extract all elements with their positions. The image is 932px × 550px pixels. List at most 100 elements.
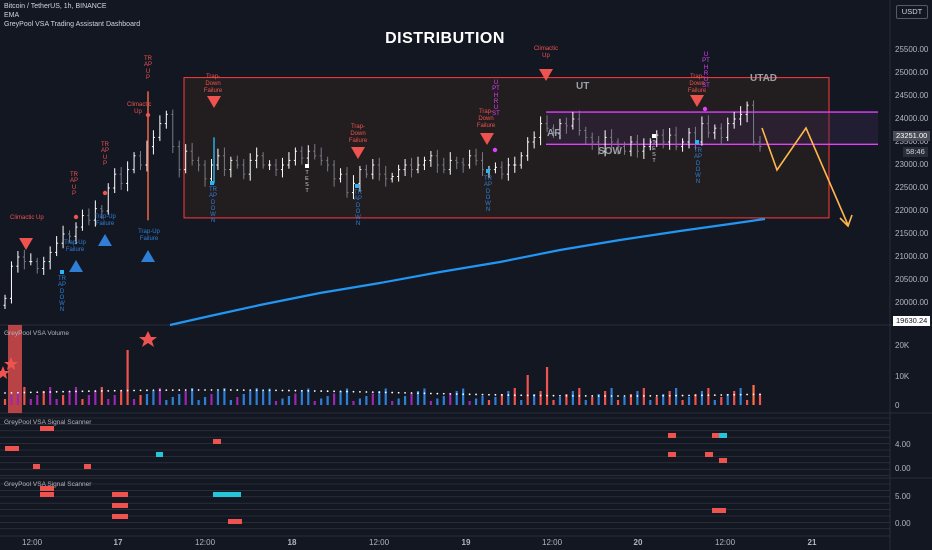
- volume-average-dot: [100, 390, 103, 392]
- label-utad: UTAD: [750, 73, 778, 84]
- trap-down-failure-triangle: [351, 147, 365, 159]
- chart-title: DISTRIBUTION: [385, 30, 505, 47]
- volume-average-dot: [759, 393, 761, 396]
- volume-average-dot: [210, 389, 213, 391]
- currency-button[interactable]: USDT: [896, 5, 928, 19]
- annotation-trap-down-failure-2: Trap-Down Failure: [348, 124, 368, 144]
- volume-average-dot: [623, 395, 626, 397]
- trap-down-failure-triangle: [690, 95, 704, 107]
- annotation-climactic-up-1: Climactic Up: [10, 215, 44, 221]
- time-tick: 19: [461, 538, 471, 547]
- price-tick: 21500.00: [895, 229, 929, 238]
- volume-average-dot: [559, 394, 561, 397]
- volume-average-dot: [191, 389, 194, 391]
- trap-down-marker: [60, 270, 64, 274]
- scanner-signal: [40, 486, 54, 491]
- volume-average-dot: [384, 391, 387, 394]
- label-ut: UT: [576, 81, 590, 92]
- volume-average-dot: [10, 391, 13, 394]
- scanner-signal: [668, 433, 676, 438]
- annotation-trap-up-failure-1: Trap-Up Failure: [64, 240, 86, 253]
- time-tick: 21: [807, 538, 817, 547]
- price-tick: 22500.00: [895, 183, 929, 192]
- trap-down-failure-triangle: [207, 96, 221, 108]
- volume-average-dot: [68, 390, 71, 393]
- scanner-signal: [228, 519, 242, 524]
- time-tick: 18: [287, 538, 297, 547]
- annotation-trap-down-failure-3: Trap-Down Failure: [476, 109, 496, 129]
- price-tick: 24000.00: [895, 114, 929, 123]
- trap-down-label-2: TRAPDOWN: [209, 187, 218, 225]
- volume-average-dot: [29, 391, 32, 394]
- volume-average-dot: [481, 393, 484, 396]
- scanner1-tick-4: 4.00: [895, 440, 911, 449]
- trap-up-dot: [73, 214, 79, 220]
- indicator-legend[interactable]: GreyPool VSA Trading Assistant Dashboard: [4, 21, 141, 28]
- annotation-trap-down-failure-4: Trap-Down Failure: [687, 74, 707, 94]
- volume-average-dot: [397, 391, 400, 394]
- volume-average-dot: [223, 389, 226, 391]
- volume-average-dot: [475, 393, 477, 396]
- volume-average-dot: [313, 390, 316, 392]
- trap-down-label-1: TRAPDOWN: [58, 276, 67, 314]
- scanner2-label[interactable]: GreyPool VSA Signal Scanner: [4, 481, 92, 488]
- trap-down-marker: [695, 140, 699, 144]
- distribution-range-box: [183, 77, 830, 219]
- trap-down-label-4: TRAPDOWN: [484, 176, 493, 214]
- scanner1-label[interactable]: GreyPool VSA Signal Scanner: [4, 419, 92, 426]
- vol-tick-0: 0: [895, 401, 900, 410]
- volume-average-dot: [139, 389, 142, 392]
- trap-down-label-5: TRAPDOWN: [694, 148, 703, 186]
- volume-average-dot: [326, 390, 329, 393]
- time-tick: 17: [113, 538, 123, 547]
- volume-average-dot: [268, 389, 271, 392]
- scanner-signal: [213, 492, 241, 497]
- volume-average-dot: [578, 394, 581, 397]
- volume-average-dot: [242, 389, 245, 392]
- volume-average-dot: [171, 389, 174, 392]
- volume-average-dot: [300, 389, 303, 392]
- upthrust-dot: [492, 147, 498, 153]
- time-tick: 20: [633, 538, 643, 547]
- volume-average-dot: [178, 389, 181, 391]
- price-tick: 22000.00: [895, 206, 929, 215]
- scanner-signal: [213, 439, 221, 444]
- climactic-star: [139, 331, 157, 347]
- volume-average-dot: [120, 389, 123, 392]
- volume-average-dot: [429, 392, 432, 395]
- volume-average-dot: [539, 394, 542, 397]
- volume-average-dot: [320, 390, 323, 392]
- upthrust-label-1: UPTHRUST: [492, 80, 500, 118]
- volume-average-dot: [507, 394, 510, 396]
- volume-average-dot: [449, 393, 452, 395]
- volume-average-dot: [404, 391, 406, 394]
- volume-average-dot: [391, 391, 394, 394]
- scanner-signal: [712, 508, 726, 513]
- volume-pane-label[interactable]: GreyPool VSA Volume: [4, 330, 70, 337]
- price-tick: 25000.00: [895, 68, 929, 77]
- ema-legend[interactable]: EMA: [4, 12, 20, 19]
- time-tick: 12:00: [715, 538, 736, 547]
- volume-average-dot: [378, 391, 381, 394]
- volume-average-dot: [436, 392, 439, 395]
- scanner2-tick-5: 5.00: [895, 492, 911, 501]
- trap-up-dot: [145, 112, 151, 118]
- volume-average-dot: [294, 389, 297, 392]
- volume-average-dot: [752, 393, 755, 396]
- price-tick: 23000.00: [895, 160, 929, 169]
- volume-average-dot: [468, 393, 471, 396]
- volume-average-dot: [236, 389, 239, 391]
- volume-average-dot: [526, 394, 529, 397]
- price-tick: 25500.00: [895, 45, 929, 54]
- volume-average-dot: [204, 389, 206, 391]
- channel-fill: [546, 112, 878, 145]
- volume-average-dot: [662, 394, 665, 397]
- scanner-signal: [5, 446, 19, 451]
- volume-average-dot: [739, 393, 742, 396]
- volume-average-dot: [158, 389, 161, 392]
- scanner-signal: [712, 433, 720, 438]
- volume-average-dot: [410, 392, 413, 394]
- climactic-up-triangle: [539, 69, 553, 81]
- volume-average-dot: [513, 394, 516, 397]
